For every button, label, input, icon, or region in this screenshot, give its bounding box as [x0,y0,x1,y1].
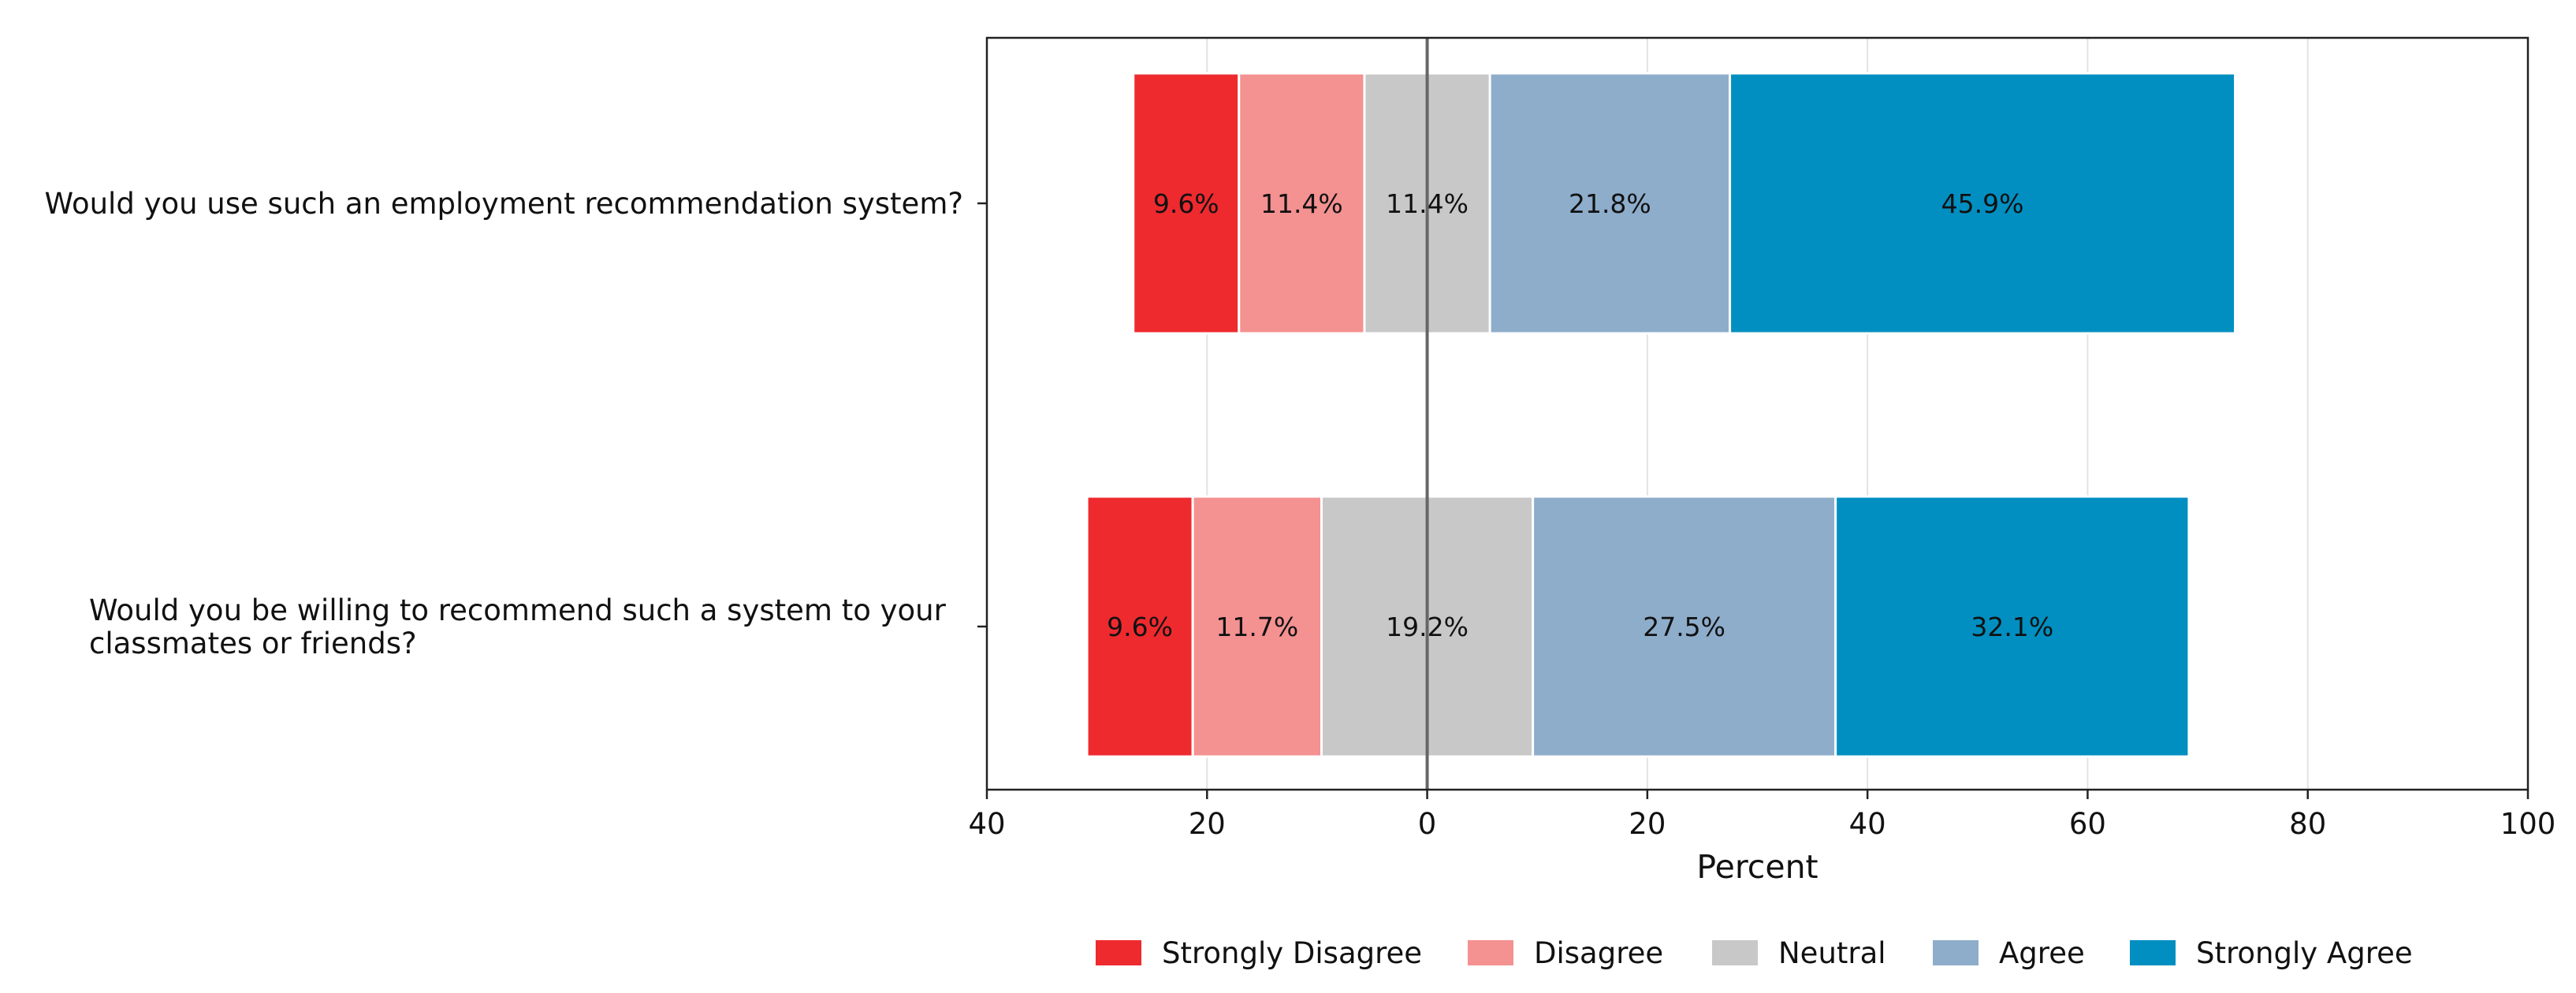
x-tick-label: 40 [968,807,1005,841]
bar-value-label: 11.7% [1215,612,1298,642]
bar-value-label: 45.9% [1941,188,2024,219]
legend-label: Agree [1999,936,2085,970]
bars [1085,72,2237,758]
x-tick-label: 20 [1629,807,1666,841]
x-tick-label: 80 [2289,807,2326,841]
bar-value-label: 21.8% [1569,188,1651,219]
bar-segment [1085,495,1194,758]
x-tick-label: 0 [1418,807,1437,841]
bar-segment [1729,72,2237,335]
legend-swatch [2130,940,2176,965]
bar-value-label: 9.6% [1153,188,1219,219]
x-axis-title: Percent [1696,848,1818,886]
x-tick-label: 40 [1849,807,1886,841]
y-tick-label: Would you be willing to recommend such a… [89,593,947,660]
bar-value-label: 27.5% [1643,612,1725,642]
legend-swatch [1096,940,1141,965]
bar-value-label: 32.1% [1971,612,2053,642]
bar-value-label: 11.4% [1260,188,1343,219]
legend-swatch [1933,940,1979,965]
x-tick-label: 60 [2069,807,2106,841]
bar-value-label: 9.6% [1107,612,1173,642]
legend-label: Disagree [1534,936,1663,970]
bar-segment [1834,495,2191,758]
legend-swatch [1712,940,1758,965]
x-axis: 40 20 0 20 40 60 80 100 [968,790,2556,841]
legend-swatch [1468,940,1513,965]
legend-label: Strongly Disagree [1162,936,1422,970]
legend-label: Strongly Agree [2196,936,2413,970]
plot-area-frame [985,36,2529,791]
bar-segment [1488,72,1732,335]
bar-segment [1191,495,1323,758]
x-tick-label: 100 [2500,807,2556,841]
legend-label: Neutral [1778,936,1886,970]
y-tick-label: Would you use such an employment recomme… [45,187,963,221]
legend: Strongly Disagree Disagree Neutral Agree Str… [1096,936,2413,970]
y-axis: Would you use such an employment recomme… [45,187,987,660]
x-tick-label: 20 [1189,807,1226,841]
bar-segment [1238,72,1366,335]
bar-segment [1132,72,1241,335]
bar-segment [1532,495,1837,758]
